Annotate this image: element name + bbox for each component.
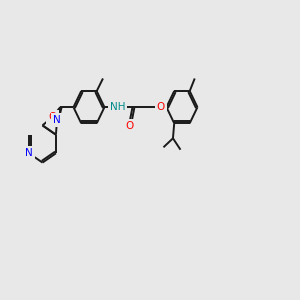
Text: N: N [53,115,61,125]
Text: N: N [25,148,33,158]
Text: O: O [48,112,57,122]
Text: O: O [157,102,165,112]
Text: O: O [125,121,134,131]
Text: NH: NH [110,102,125,112]
